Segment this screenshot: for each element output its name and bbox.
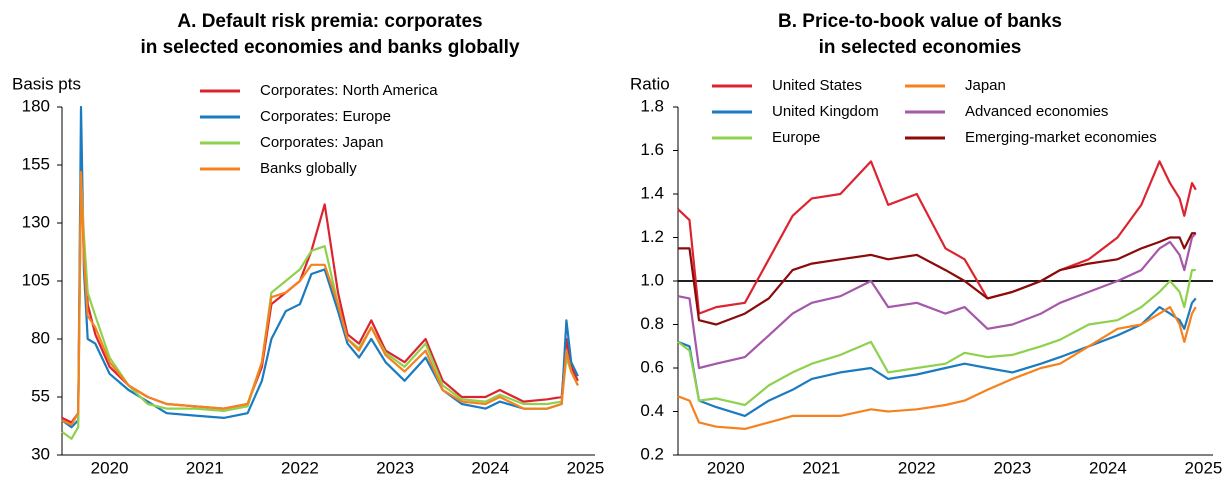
series-line xyxy=(677,306,1197,430)
chart-title: A. Default risk premia: corporates xyxy=(177,11,482,32)
series-line xyxy=(677,297,1197,417)
series-line xyxy=(61,175,579,440)
y-tick-label: 0.6 xyxy=(640,357,664,376)
legend-label: Corporates: North America xyxy=(260,82,438,99)
x-tick-label: 2023 xyxy=(376,458,414,477)
y-tick-label: 1.8 xyxy=(640,96,664,115)
series-line xyxy=(61,105,579,429)
y-tick-label: 1.2 xyxy=(640,227,664,246)
legend-label: United Kingdom xyxy=(772,103,879,120)
legend-label: Europe xyxy=(772,129,820,146)
y-tick-label: 55 xyxy=(31,386,50,405)
chart-title: B. Price-to-book value of banks xyxy=(778,11,1062,32)
chart-title: in selected economies and banks globally xyxy=(140,37,519,58)
series-line xyxy=(61,175,579,424)
legend-label: Banks globally xyxy=(260,160,357,177)
legend-label: United States xyxy=(772,77,862,94)
x-tick-label: 2024 xyxy=(471,458,509,477)
y-axis-label: Ratio xyxy=(630,74,670,93)
legend-label: Corporates: Europe xyxy=(260,108,391,125)
y-axis-label: Basis pts xyxy=(12,74,81,93)
legend-label: Corporates: Japan xyxy=(260,134,383,151)
y-tick-label: 1.4 xyxy=(640,183,664,202)
y-tick-label: 130 xyxy=(22,212,50,231)
x-tick-label: 2021 xyxy=(186,458,224,477)
x-tick-label: 2024 xyxy=(1089,458,1127,477)
x-tick-label: 2023 xyxy=(993,458,1031,477)
x-tick-label: 2022 xyxy=(898,458,936,477)
series-line xyxy=(677,232,1197,370)
legend-label: Japan xyxy=(965,77,1006,94)
y-tick-label: 80 xyxy=(31,328,50,347)
y-tick-label: 105 xyxy=(22,270,50,289)
y-tick-label: 1.0 xyxy=(640,270,664,289)
x-tick-label: 2020 xyxy=(707,458,745,477)
y-tick-label: 0.8 xyxy=(640,314,664,333)
x-tick-label: 2025 xyxy=(1185,458,1223,477)
legend-label: Emerging-market economies xyxy=(965,129,1157,146)
series-line xyxy=(677,160,1197,315)
chart-title: in selected economies xyxy=(819,37,1022,58)
y-tick-label: 1.6 xyxy=(640,140,664,159)
x-tick-label: 2021 xyxy=(802,458,840,477)
legend-label: Advanced economies xyxy=(965,103,1108,120)
x-tick-label: 2025 xyxy=(567,458,605,477)
x-tick-label: 2022 xyxy=(281,458,319,477)
series-line xyxy=(678,232,1196,326)
y-tick-label: 30 xyxy=(31,444,50,463)
x-tick-label: 2020 xyxy=(91,458,129,477)
y-tick-label: 155 xyxy=(22,154,50,173)
y-tick-label: 0.4 xyxy=(640,401,664,420)
y-tick-label: 180 xyxy=(22,96,50,115)
series-line xyxy=(677,269,1196,407)
y-tick-label: 0.2 xyxy=(640,444,664,463)
series-line xyxy=(61,170,579,426)
